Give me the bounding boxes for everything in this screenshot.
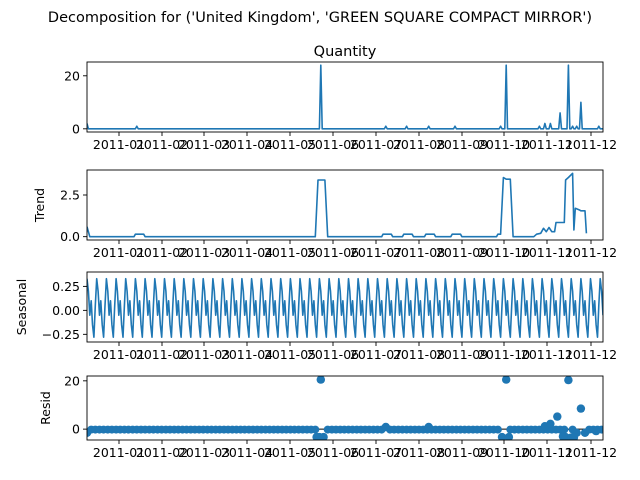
axes-frame xyxy=(86,61,604,133)
y-axis-label: Seasonal xyxy=(14,279,29,336)
y-tick-label: 2.5 xyxy=(60,188,80,203)
observed-line xyxy=(87,64,603,130)
x-tick-label: 2011-07 xyxy=(350,137,402,152)
panel-seasonal: 0.250.00−0.252011-012011-022011-032011-0… xyxy=(14,271,617,362)
y-tick-label: 0 xyxy=(72,121,80,136)
seasonal-line xyxy=(87,277,603,339)
resid-point xyxy=(560,425,569,434)
x-tick-label: 2011-03 xyxy=(178,137,230,152)
x-tick-label: 2011-10 xyxy=(478,445,530,460)
plot-area xyxy=(87,64,603,130)
x-tick-label: 2011-12 xyxy=(565,347,617,362)
x-tick-label: 2011-06 xyxy=(307,245,359,260)
resid-outlier-point xyxy=(502,376,511,384)
x-tick-label: 2011-10 xyxy=(478,347,530,362)
x-tick-label: 2011-08 xyxy=(393,347,445,362)
y-tick-label: 20 xyxy=(64,68,80,83)
x-tick-label: 2011-11 xyxy=(521,347,573,362)
x-tick-label: 2011-01 xyxy=(93,347,145,362)
x-tick-label: 2011-09 xyxy=(436,445,488,460)
axes-frame xyxy=(86,169,604,241)
x-tick-label: 2011-08 xyxy=(393,137,445,152)
x-tick-label: 2011-05 xyxy=(264,245,316,260)
x-tick-label: 2011-12 xyxy=(565,445,617,460)
resid-point xyxy=(311,425,320,434)
x-tick-label: 2011-02 xyxy=(136,445,188,460)
x-tick-label: 2011-09 xyxy=(436,137,488,152)
resid-outlier-point xyxy=(504,432,514,440)
x-tick-label: 2011-02 xyxy=(136,245,188,260)
y-tick-label: 20 xyxy=(64,373,80,388)
x-tick-label: 2011-04 xyxy=(221,137,273,152)
x-tick-label: 2011-04 xyxy=(221,445,273,460)
x-tick-label: 2011-02 xyxy=(136,137,188,152)
y-axis-label: Trend xyxy=(32,188,47,223)
x-tick-label: 2011-03 xyxy=(178,347,230,362)
x-tick-label: 2011-08 xyxy=(393,245,445,260)
panel-resid: 0202011-012011-022011-032011-042011-0520… xyxy=(38,373,617,460)
x-tick-label: 2011-07 xyxy=(350,245,402,260)
plot-area xyxy=(87,172,588,238)
x-tick-label: 2011-09 xyxy=(436,245,488,260)
x-tick-label: 2011-05 xyxy=(264,347,316,362)
x-tick-label: 2011-01 xyxy=(93,137,145,152)
x-tick-label: 2011-06 xyxy=(307,445,359,460)
x-tick-label: 2011-03 xyxy=(178,245,230,260)
resid-outlier-point xyxy=(576,404,586,413)
panel-trend: 0.02.52011-012011-022011-032011-042011-0… xyxy=(32,169,617,260)
x-tick-label: 2011-10 xyxy=(478,245,530,260)
x-tick-label: 2011-08 xyxy=(393,445,445,460)
x-tick-label: 2011-01 xyxy=(93,445,145,460)
resid-outlier-point xyxy=(553,412,562,421)
resid-outlier-point xyxy=(591,426,601,436)
x-tick-label: 2011-05 xyxy=(264,445,316,460)
resid-outlier-point xyxy=(546,419,555,428)
x-tick-label: 2011-11 xyxy=(521,445,573,460)
resid-outlier-point xyxy=(319,432,328,440)
resid-outlier-point xyxy=(316,376,325,384)
x-tick-label: 2011-11 xyxy=(521,245,573,260)
y-axis-label: Resid xyxy=(38,391,53,425)
x-tick-label: 2011-09 xyxy=(436,347,488,362)
y-tick-label: 0.25 xyxy=(52,279,80,294)
x-tick-label: 2011-11 xyxy=(521,137,573,152)
resid-outlier-point xyxy=(87,428,92,437)
axes-frame xyxy=(86,375,604,441)
x-tick-label: 2011-06 xyxy=(307,347,359,362)
x-tick-label: 2011-12 xyxy=(565,137,617,152)
x-tick-label: 2011-01 xyxy=(93,245,145,260)
x-tick-label: 2011-04 xyxy=(221,347,273,362)
x-tick-label: 2011-06 xyxy=(307,137,359,152)
axes-frame xyxy=(86,271,604,343)
x-tick-label: 2011-05 xyxy=(264,137,316,152)
x-tick-label: 2011-02 xyxy=(136,347,188,362)
x-tick-label: 2011-10 xyxy=(478,137,530,152)
panel-title: Quantity xyxy=(314,44,377,60)
resid-outlier-point xyxy=(564,376,573,385)
resid-outlier-point xyxy=(580,428,590,437)
resid-point xyxy=(493,425,502,434)
y-tick-label: 0 xyxy=(72,422,80,437)
resid-outlier-point xyxy=(424,422,433,432)
figure-suptitle: Decomposition for ('United Kingdom', 'GR… xyxy=(48,10,592,26)
x-tick-label: 2011-03 xyxy=(178,445,230,460)
y-tick-label: 0.0 xyxy=(60,229,80,244)
x-tick-label: 2011-07 xyxy=(350,347,402,362)
plot-area xyxy=(87,376,603,440)
plot-area xyxy=(87,277,603,339)
trend-line xyxy=(87,172,588,238)
resid-outlier-point xyxy=(572,428,581,437)
resid-outlier-point xyxy=(381,422,390,432)
x-tick-label: 2011-04 xyxy=(221,245,273,260)
y-tick-label: 0.00 xyxy=(52,303,80,318)
x-tick-label: 2011-07 xyxy=(350,445,402,460)
resid-outlier-point xyxy=(497,432,507,440)
x-tick-label: 2011-12 xyxy=(565,245,617,260)
panel-observed: 0202011-012011-022011-032011-042011-0520… xyxy=(64,44,617,152)
y-tick-label: −0.25 xyxy=(42,327,80,342)
